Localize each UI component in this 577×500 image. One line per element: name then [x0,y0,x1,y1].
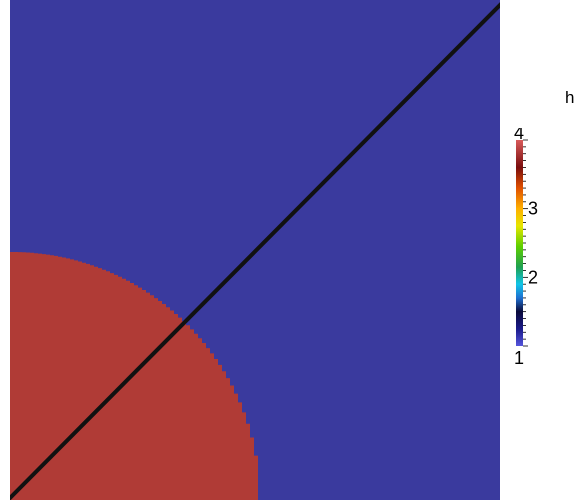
colorbar-tick-label: 1 [514,348,524,368]
field-plot [10,0,500,500]
colorbar-tick-label: 3 [528,199,538,219]
colorbar-tick-labels: 4 3 2 1 [514,128,538,368]
colorbar-tick-label: 4 [514,128,524,143]
colorbar-gradient [516,140,523,346]
colorbar-tick-label: 2 [528,267,538,287]
colorbar: 4 3 2 1 [514,128,538,368]
colorbar-title: h [565,88,575,107]
colorbar-minor-ticks [523,139,528,347]
diagonal-line [10,2,500,500]
quarter-disk-region [10,252,262,500]
